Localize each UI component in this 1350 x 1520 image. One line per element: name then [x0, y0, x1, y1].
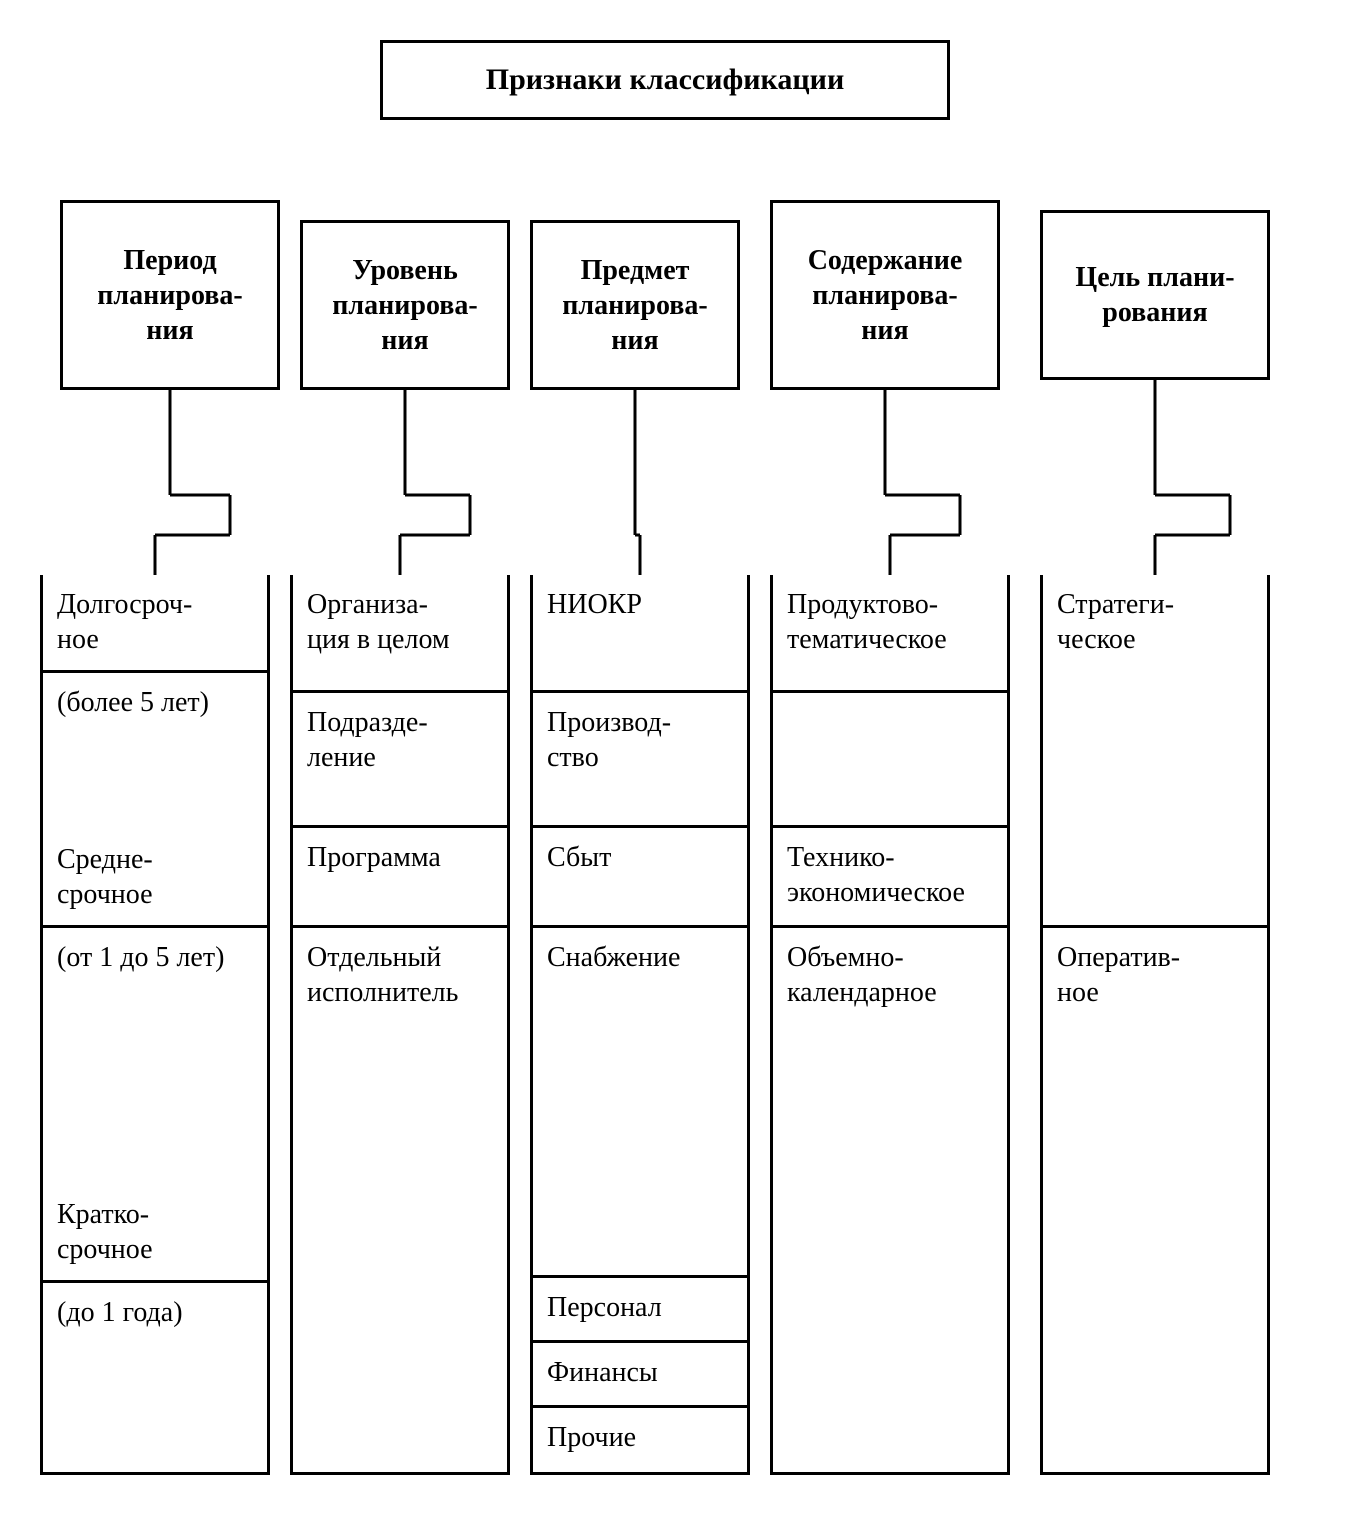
column-goal: Стратеги-ческое Оператив-ное: [1040, 575, 1270, 1475]
cell-subject-0: НИОКР: [533, 575, 747, 632]
classification-diagram: Признаки классификации Период планирова-н…: [40, 30, 1310, 1490]
column-period: Долгосроч-ное(более 5 лет) Средне-срочное…: [40, 575, 270, 1475]
cell-content-0: Продуктово-тематическое: [773, 575, 1007, 667]
category-box-subject: Предмет планирова-ния: [530, 220, 740, 390]
column-level: Организа-ция в целом Подразде-ление Програ…: [290, 575, 510, 1475]
cell-content-3: Объемно-календарное: [773, 925, 1007, 1020]
cell-period-0: Долгосроч-ное: [43, 575, 267, 667]
cell-period-3: (от 1 до 5 лет): [43, 925, 267, 985]
cell-period-5: (до 1 года): [43, 1280, 267, 1340]
cell-period-2: Средне-срочное: [43, 830, 267, 922]
cell-goal-1: Оператив-ное: [1043, 925, 1267, 1020]
category-box-goal: Цель плани-рования: [1040, 210, 1270, 380]
title-box: Признаки классификации: [380, 40, 950, 120]
cell-content-2: Технико-экономическое: [773, 825, 1007, 920]
cell-period-4: Кратко-срочное: [43, 1185, 267, 1277]
cell-subject-4: Персонал: [533, 1275, 747, 1335]
cell-subject-5: Финансы: [533, 1340, 747, 1400]
cell-level-3: Отдельный исполнитель: [293, 925, 507, 1020]
cell-content-1: [773, 690, 1007, 715]
category-box-period: Период планирова-ния: [60, 200, 280, 390]
cell-subject-3: Снабжение: [533, 925, 747, 985]
cell-subject-2: Сбыт: [533, 825, 747, 885]
column-subject: НИОКР Производ-ство Сбыт Снабжение ПерсоналФ…: [530, 575, 750, 1475]
cell-level-0: Организа-ция в целом: [293, 575, 507, 667]
cell-subject-1: Производ-ство: [533, 690, 747, 785]
cell-level-2: Программа: [293, 825, 507, 885]
cell-goal-0: Стратеги-ческое: [1043, 575, 1267, 667]
cell-subject-6: Прочие: [533, 1405, 747, 1465]
column-content: Продуктово-тематическое Технико-экономиче…: [770, 575, 1010, 1475]
category-box-level: Уровень планирова-ния: [300, 220, 510, 390]
cell-period-1: (более 5 лет): [43, 670, 267, 730]
category-box-content: Содержание планирова-ния: [770, 200, 1000, 390]
cell-level-1: Подразде-ление: [293, 690, 507, 785]
